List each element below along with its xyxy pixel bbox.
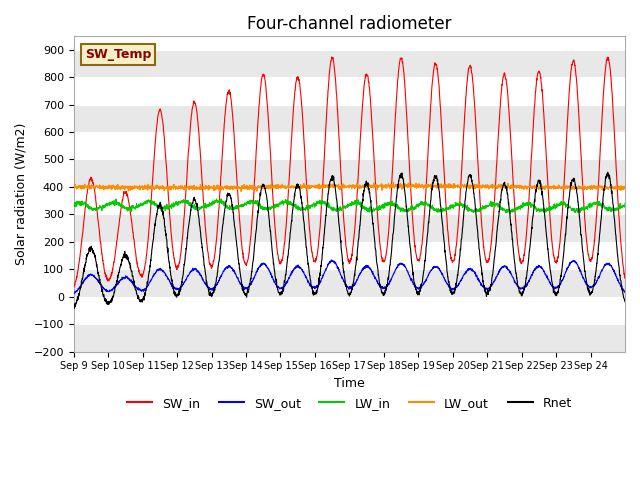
Bar xyxy=(74,159,625,187)
Bar xyxy=(74,269,625,297)
Bar xyxy=(74,49,625,77)
Bar xyxy=(74,215,625,242)
Legend: SW_in, SW_out, LW_in, LW_out, Rnet: SW_in, SW_out, LW_in, LW_out, Rnet xyxy=(122,392,577,415)
X-axis label: Time: Time xyxy=(334,377,365,390)
Bar xyxy=(74,105,625,132)
Y-axis label: Solar radiation (W/m2): Solar radiation (W/m2) xyxy=(15,122,28,265)
Bar xyxy=(74,324,625,351)
Text: SW_Temp: SW_Temp xyxy=(85,48,151,61)
Title: Four-channel radiometer: Four-channel radiometer xyxy=(247,15,452,33)
